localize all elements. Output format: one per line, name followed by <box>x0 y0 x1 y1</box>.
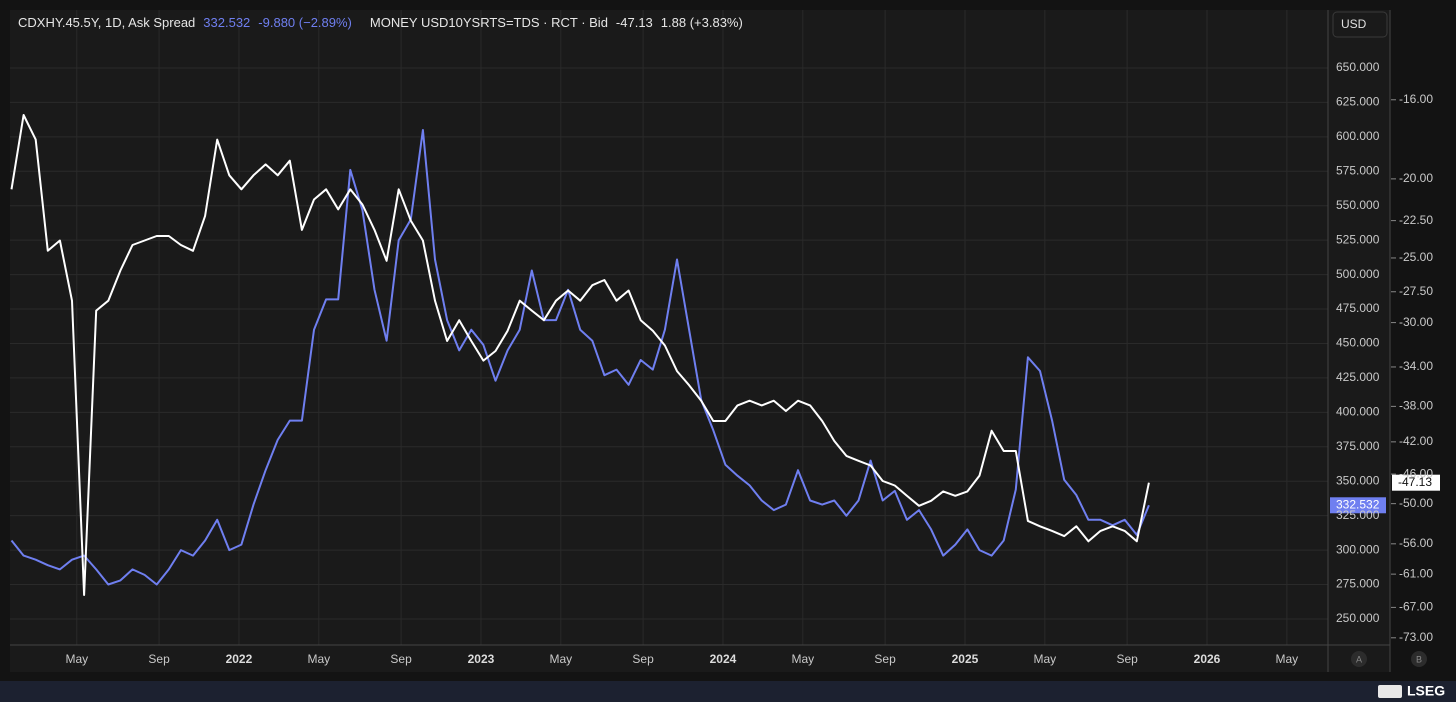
last-value-label: -47.13 <box>1398 475 1432 489</box>
x-tick-label: Sep <box>390 652 412 666</box>
last-value-label: 332.532 <box>1336 497 1380 511</box>
x-tick-label: 2023 <box>468 652 495 666</box>
y2-tick-label: -46.00 <box>1399 466 1433 480</box>
y2-tick-label: -34.00 <box>1399 359 1433 373</box>
y2-tick-label: -16.00 <box>1399 92 1433 106</box>
last-value: -47.13 <box>616 15 653 30</box>
chart-panel <box>10 10 1390 672</box>
series-layer <box>10 114 1150 596</box>
y-tick-label: 625.000 <box>1336 95 1380 109</box>
series-line <box>10 129 1150 586</box>
y-tick-label: 575.000 <box>1336 163 1380 177</box>
y-tick-label: 475.000 <box>1336 301 1380 315</box>
currency-label: USD <box>1341 17 1367 31</box>
x-tick-label: May <box>791 652 814 666</box>
brand-icon <box>1378 685 1402 698</box>
x-tick-label: May <box>549 652 572 666</box>
badge-layer: 332.532 -47.13 <box>1330 474 1440 514</box>
y-tick-label: 650.000 <box>1336 60 1380 74</box>
legend-entry: MONEY USD10YSRTS=TDS · RCT · Bid <box>370 15 608 30</box>
last-value-badge <box>1330 497 1386 514</box>
x-tick-label: May <box>65 652 88 666</box>
y-tick-label: 325.000 <box>1336 508 1380 522</box>
pane-button[interactable] <box>1351 651 1367 667</box>
y-tick-label: 250.000 <box>1336 611 1380 625</box>
y-tick-label: 550.000 <box>1336 198 1380 212</box>
y-tick-label: 375.000 <box>1336 439 1380 453</box>
x-tick-label: Sep <box>148 652 170 666</box>
y2-tick-label: -27.50 <box>1399 284 1433 298</box>
y-tick-label: 275.000 <box>1336 577 1380 591</box>
brand-name: LSEG <box>1407 683 1445 699</box>
legend: CDXHY.45.5Y, 1D, Ask Spread 332.532 -9.880… <box>18 15 743 30</box>
x-tick-label: 2026 <box>1194 652 1221 666</box>
y2-tick-label: -25.00 <box>1399 250 1433 264</box>
grid-layer <box>10 10 1328 645</box>
y-tick-label: 350.000 <box>1336 473 1380 487</box>
y2-tick-label: -61.00 <box>1399 566 1433 580</box>
y2-tick-label: -67.00 <box>1399 600 1433 614</box>
y2-tick-label: -56.00 <box>1399 536 1433 550</box>
y-tick-label: 500.000 <box>1336 267 1380 281</box>
x-tick-label: Sep <box>632 652 654 666</box>
footer-bar <box>0 681 1456 702</box>
x-tick-label: Sep <box>874 652 896 666</box>
last-value-badge <box>1392 474 1440 491</box>
legend-entry: CDXHY.45.5Y, 1D, Ask Spread <box>18 15 195 30</box>
x-tick-label: May <box>1034 652 1057 666</box>
pane-button[interactable] <box>1411 651 1427 667</box>
x-tick-label: May <box>1276 652 1299 666</box>
change: -9.880 (−2.89%) <box>258 15 352 30</box>
y2-tick-label: -20.00 <box>1399 171 1433 185</box>
last-value: 332.532 <box>203 15 250 30</box>
y2-tick-label: -38.00 <box>1399 399 1433 413</box>
y-tick-label: 525.000 <box>1336 232 1380 246</box>
pane-button-label: B <box>1416 654 1422 664</box>
y2-tick-label: -30.00 <box>1399 315 1433 329</box>
brand-logo: LSEG <box>1378 683 1445 699</box>
x-tick-label: 2024 <box>710 652 737 666</box>
y2-tick-label: -50.00 <box>1399 496 1433 510</box>
y-tick-label: 600.000 <box>1336 129 1380 143</box>
change: 1.88 (+3.83%) <box>661 15 743 30</box>
y-tick-label: 400.000 <box>1336 405 1380 419</box>
y-tick-label: 425.000 <box>1336 370 1380 384</box>
x-tick-label: May <box>307 652 330 666</box>
x-tick-label: Sep <box>1116 652 1138 666</box>
y2-tick-label: -73.00 <box>1399 630 1433 644</box>
currency-button[interactable] <box>1332 11 1388 38</box>
y2-tick-label: -42.00 <box>1399 434 1433 448</box>
x-tick-label: 2022 <box>226 652 253 666</box>
y2-tick-label: -22.50 <box>1399 213 1433 227</box>
y-tick-label: 450.000 <box>1336 336 1380 350</box>
pane-button-label: A <box>1356 654 1362 664</box>
series-line <box>10 114 1150 596</box>
x-tick-label: 2025 <box>952 652 979 666</box>
y-tick-label: 300.000 <box>1336 542 1380 556</box>
